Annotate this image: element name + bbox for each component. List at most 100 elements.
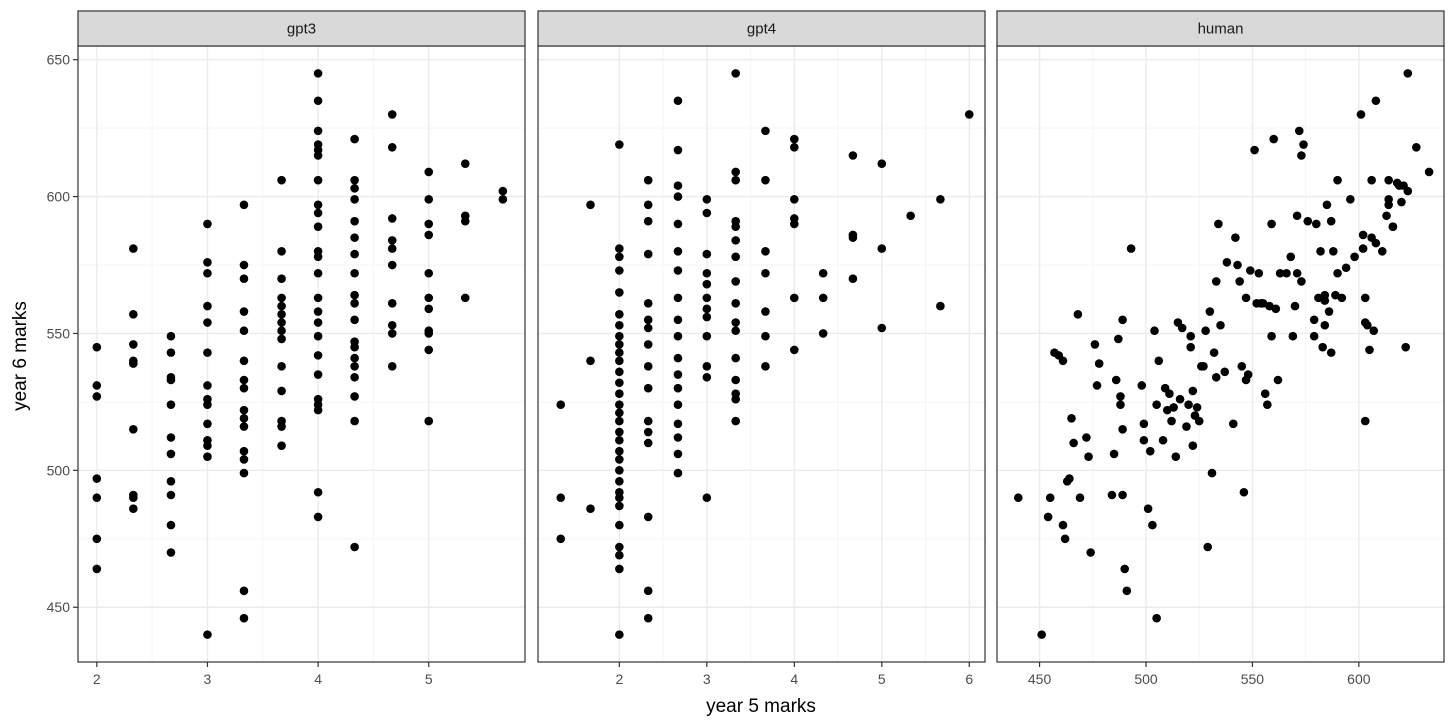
data-point: [673, 400, 683, 409]
y-axis-title: year 6 marks: [10, 301, 31, 411]
data-point: [1116, 392, 1125, 401]
x-tick-label: 5: [878, 671, 886, 687]
data-point: [877, 159, 887, 169]
data-point: [313, 126, 323, 136]
x-tick-label: 4: [314, 671, 322, 687]
data-point: [1199, 362, 1208, 371]
data-point: [1111, 375, 1121, 385]
data-point: [424, 230, 434, 240]
panel-human: human 450 500 550 600: [996, 10, 1445, 687]
panels-layer: gpt3 2 3 4 5 gpt4 2 3 4 5 6 human 450 500 550 600: [77, 10, 1445, 687]
data-point: [1290, 301, 1300, 311]
data-point: [1207, 468, 1217, 478]
data-point: [615, 331, 624, 341]
data-point: [1363, 320, 1372, 330]
data-point: [643, 299, 653, 308]
data-point: [1269, 134, 1279, 144]
data-point: [313, 200, 323, 210]
data-point: [166, 520, 176, 530]
data-point: [1069, 438, 1078, 448]
panel-gpt3: gpt3 2 3 4 5: [77, 10, 526, 687]
data-point: [313, 370, 323, 379]
data-point: [643, 586, 653, 596]
data-point: [615, 427, 624, 437]
x-tick-label: 600: [1347, 671, 1371, 687]
data-point: [424, 219, 434, 229]
data-point: [1152, 613, 1161, 623]
data-point: [643, 512, 653, 522]
data-point: [1371, 238, 1381, 248]
data-point: [1397, 197, 1406, 207]
data-point: [1203, 542, 1213, 552]
data-point: [1188, 441, 1198, 451]
data-point: [1120, 564, 1130, 574]
data-point: [313, 222, 323, 231]
data-point: [1201, 326, 1210, 336]
data-point: [1388, 222, 1398, 231]
data-point: [761, 126, 770, 136]
data-point: [1358, 244, 1368, 253]
data-point: [1090, 340, 1100, 349]
x-axis-title: year 5 marks: [706, 696, 816, 717]
data-point: [643, 613, 653, 623]
data-point: [761, 362, 770, 371]
data-point: [731, 277, 740, 286]
data-point: [203, 381, 212, 390]
data-point: [350, 542, 359, 552]
data-point: [702, 493, 712, 503]
data-point: [1324, 307, 1334, 316]
data-point: [1216, 320, 1225, 330]
data-point: [1403, 69, 1413, 78]
data-point: [277, 318, 286, 327]
data-point: [166, 433, 176, 442]
data-point: [673, 192, 683, 201]
data-point: [1082, 433, 1091, 442]
data-point: [1403, 186, 1413, 196]
data-point: [313, 512, 323, 522]
data-point: [1194, 416, 1204, 426]
data-point: [1233, 260, 1242, 270]
data-point: [818, 329, 828, 338]
data-point: [1137, 381, 1147, 390]
data-point: [1114, 334, 1123, 344]
data-point: [277, 310, 286, 319]
data-point: [1263, 400, 1272, 409]
data-point: [1243, 370, 1253, 379]
x-tick-label: 450: [1028, 671, 1052, 687]
data-point: [1058, 520, 1068, 530]
data-point: [1299, 140, 1308, 149]
x-tick-label: 4: [790, 671, 798, 687]
data-point: [643, 340, 653, 349]
data-point: [460, 216, 470, 226]
data-point: [615, 389, 624, 399]
data-point: [1318, 342, 1327, 352]
data-point: [460, 293, 470, 303]
data-point: [615, 252, 624, 262]
data-point: [1326, 216, 1336, 226]
data-point: [848, 233, 858, 242]
data-point: [1065, 474, 1074, 483]
data-point: [1139, 419, 1149, 429]
data-point: [1311, 219, 1321, 229]
data-point: [731, 318, 740, 327]
data-point: [313, 208, 323, 218]
data-point: [1094, 359, 1104, 368]
data-point: [586, 200, 595, 210]
data-point: [702, 362, 712, 371]
data-point: [387, 110, 397, 119]
data-point: [731, 69, 740, 78]
data-point: [615, 266, 624, 275]
data-point: [313, 252, 323, 262]
data-point: [239, 422, 249, 431]
data-point: [239, 414, 249, 423]
data-point: [1239, 487, 1249, 497]
data-point: [673, 433, 683, 442]
data-point: [615, 288, 624, 297]
data-point: [1175, 394, 1185, 404]
data-point: [731, 375, 740, 385]
data-point: [350, 315, 359, 325]
data-point: [1171, 452, 1181, 461]
data-point: [92, 381, 102, 390]
data-point: [387, 320, 397, 330]
data-point: [313, 318, 323, 327]
